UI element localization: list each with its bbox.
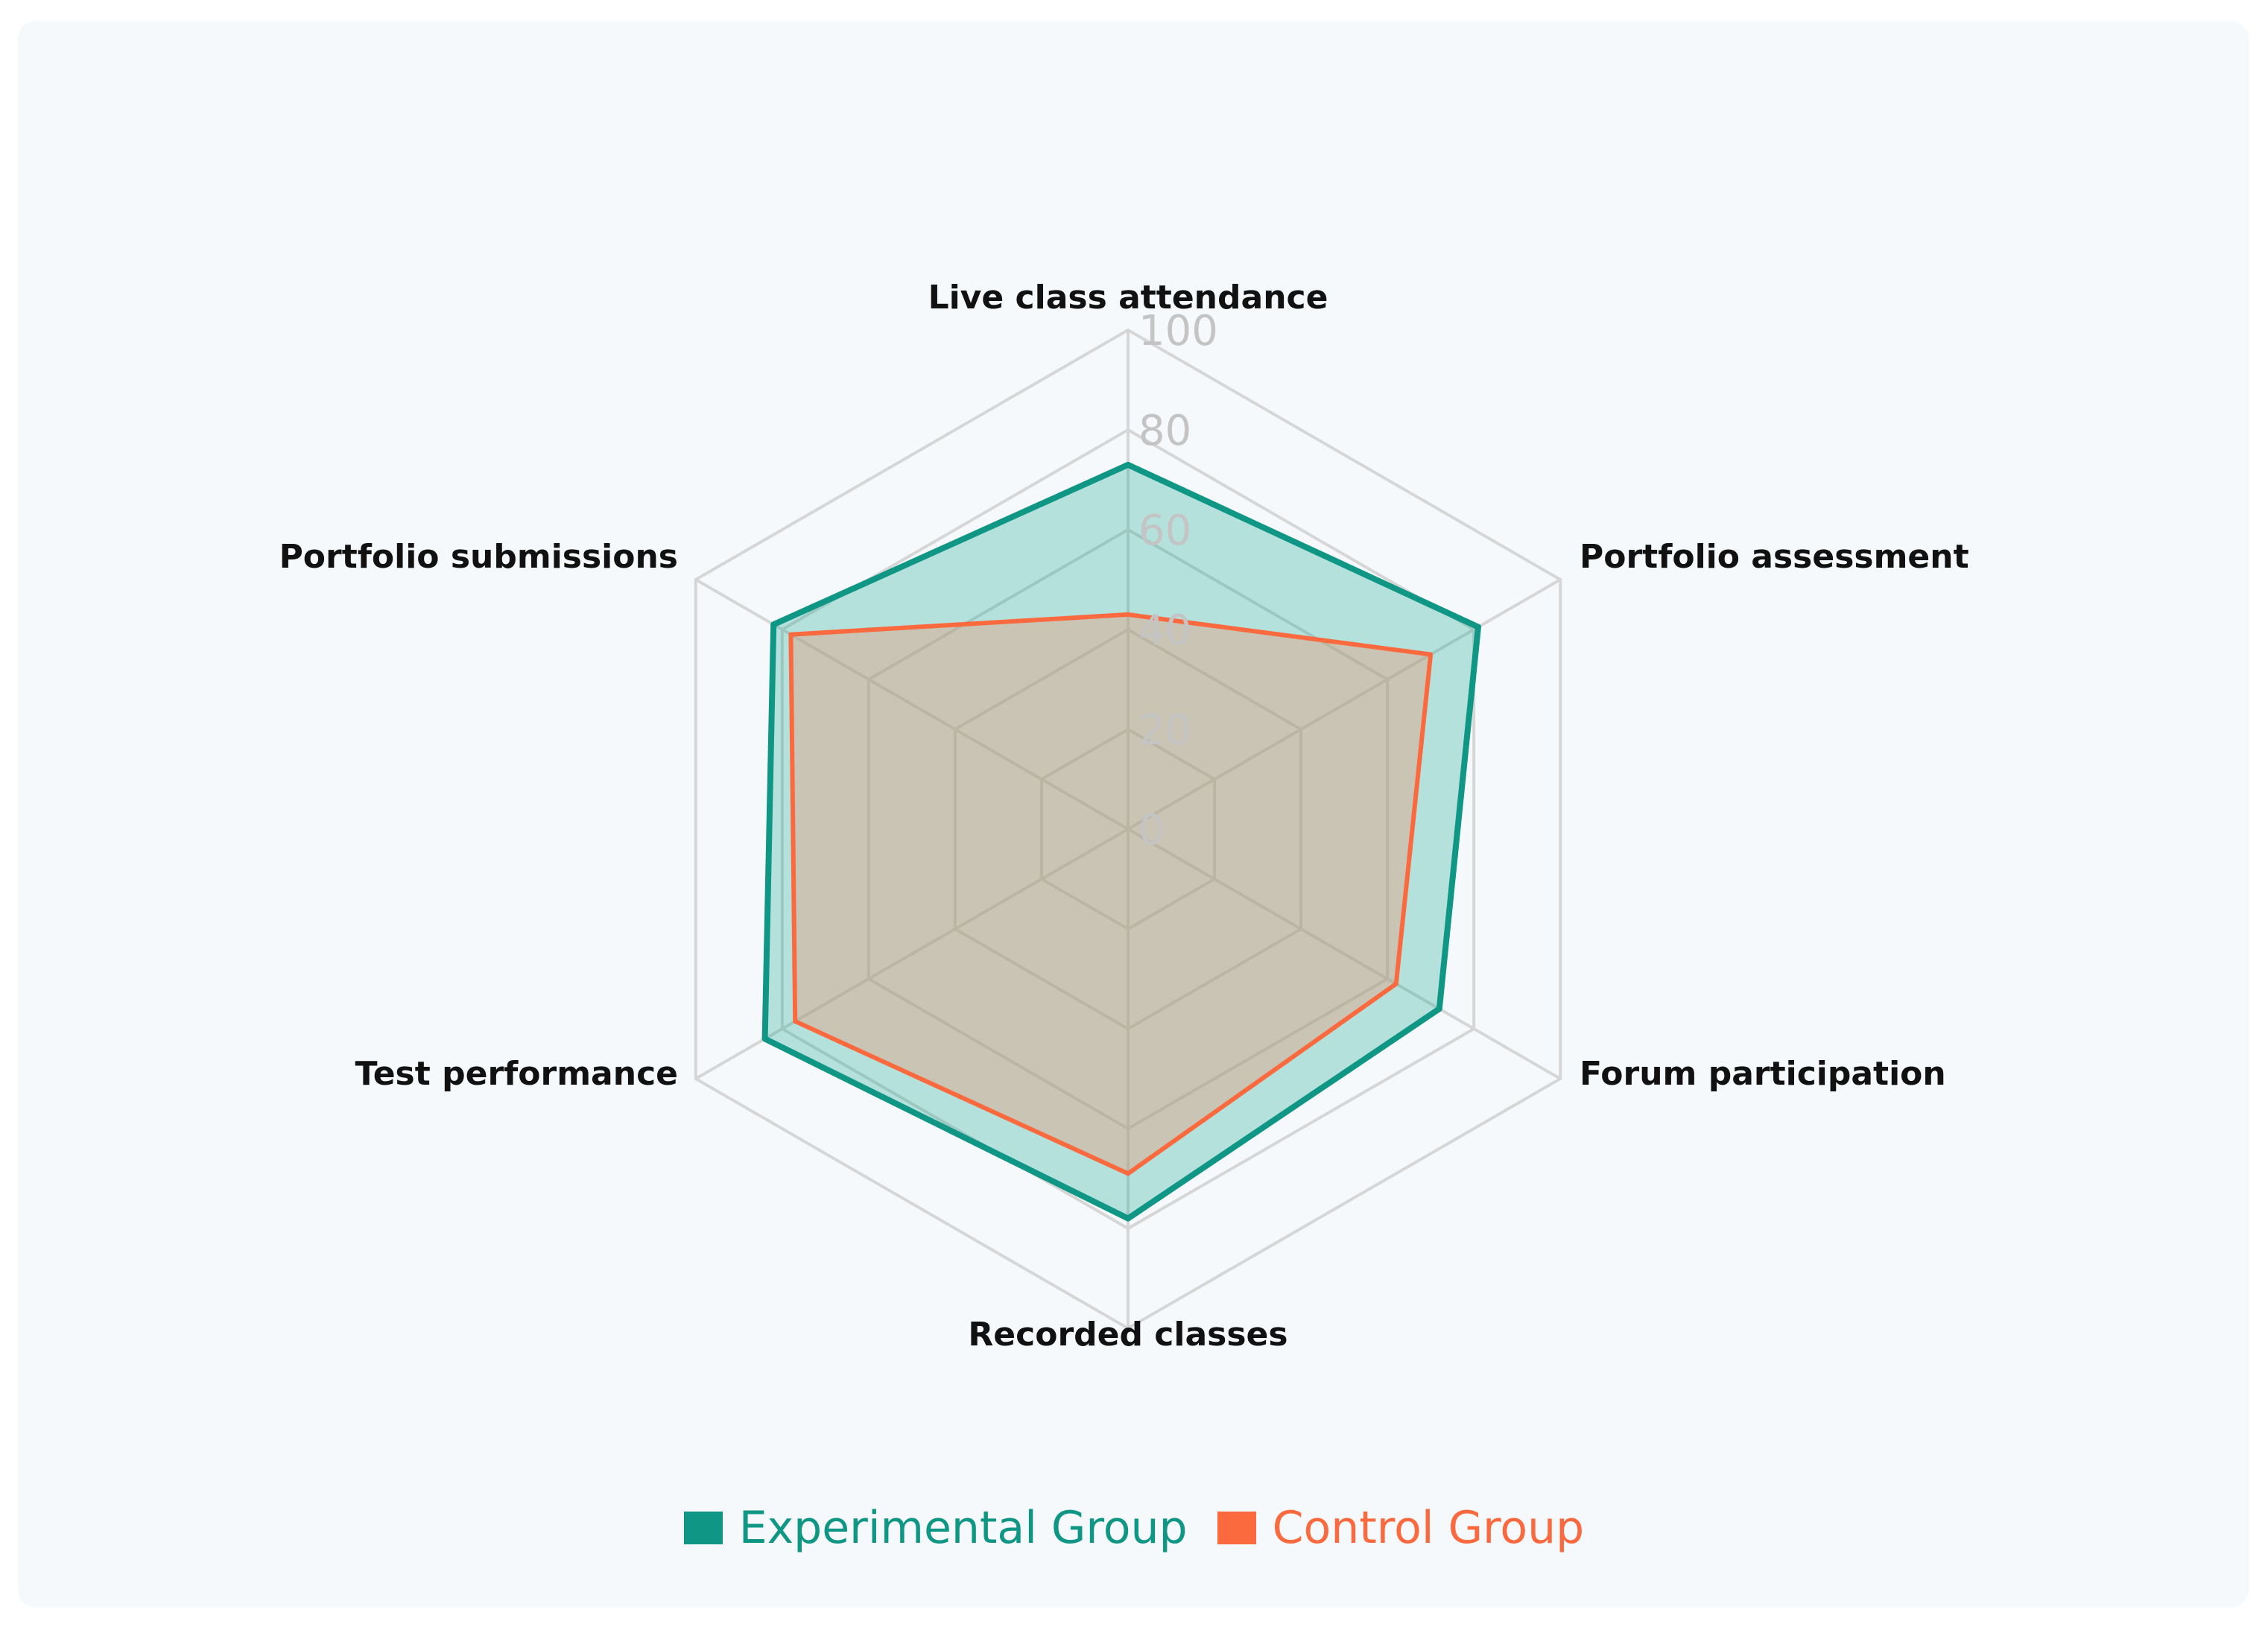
legend-item-experimental[interactable]: Experimental Group: [683, 1502, 1188, 1554]
series-point-1-5[interactable]: [788, 632, 794, 637]
legend-label-control: Control Group: [1272, 1502, 1585, 1554]
series-point-0-2[interactable]: [1436, 1006, 1442, 1012]
grid-spoke-1: [1127, 578, 1562, 831]
tick-label-100: 100: [1138, 307, 1218, 355]
tick-label-40: 40: [1138, 606, 1191, 655]
tick-label-20: 20: [1138, 706, 1191, 755]
radar-series: [761, 461, 1481, 1222]
radar-axis-labels: Live class attendance Portfolio assessme…: [279, 279, 1969, 1354]
series-point-0-3[interactable]: [1126, 1216, 1130, 1221]
series-point-0-5[interactable]: [771, 622, 776, 627]
legend-swatch-experimental: [683, 1512, 723, 1544]
tick-label-60: 60: [1138, 507, 1191, 555]
axis-label-test-performance: Test performance: [355, 1055, 678, 1093]
legend-label-experimental: Experimental Group: [738, 1502, 1188, 1554]
axis-label-live-class-attendance: Live class attendance: [928, 279, 1328, 317]
grid-spoke-2: [1127, 828, 1562, 1080]
series-area-0: [764, 464, 1478, 1219]
axis-label-recorded-classes: Recorded classes: [968, 1316, 1287, 1354]
chart-card: [18, 21, 2249, 1608]
axis-label-portfolio-assessment: Portfolio assessment: [1580, 538, 1969, 576]
series-point-0-1[interactable]: [1475, 624, 1480, 630]
series-point-0-4[interactable]: [762, 1036, 767, 1041]
series-point-1-4[interactable]: [793, 1018, 798, 1024]
grid-spoke-5: [694, 578, 1130, 831]
series-point-1-0[interactable]: [1126, 612, 1130, 617]
series-point-1-2[interactable]: [1393, 981, 1399, 986]
radar-tick-labels: 0 20 40 60 80 100: [1138, 307, 1218, 854]
tick-label-80: 80: [1138, 407, 1191, 455]
legend-swatch-control: [1217, 1512, 1256, 1544]
series-point-0-0[interactable]: [1126, 462, 1130, 467]
series-point-1-3[interactable]: [1126, 1171, 1130, 1176]
series-area-1: [791, 614, 1431, 1174]
chart-legend: Experimental Group Control Group: [0, 1502, 2268, 1554]
legend-item-control[interactable]: Control Group: [1217, 1502, 1585, 1554]
tick-label-0: 0: [1138, 806, 1165, 854]
series-point-1-1[interactable]: [1428, 652, 1434, 657]
axis-label-portfolio-submissions: Portfolio submissions: [279, 538, 678, 576]
axis-label-forum-participation: Forum participation: [1580, 1055, 1946, 1093]
